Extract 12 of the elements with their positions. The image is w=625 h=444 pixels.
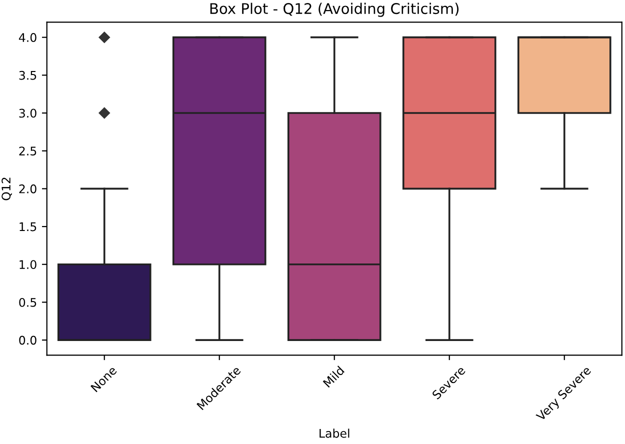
y-tick-label: 1.0 bbox=[20, 260, 36, 270]
y-tick-label: 1.5 bbox=[20, 222, 36, 232]
y-tick-label: 2.0 bbox=[19, 184, 36, 194]
y-tick-label: 0.0 bbox=[19, 336, 36, 345]
y-tick-label: 3.0 bbox=[19, 108, 36, 118]
y-tick-label: 2.5 bbox=[19, 146, 36, 156]
chart-title: Box Plot - Q12 (Avoiding Criticism) bbox=[210, 2, 459, 17]
y-tick-label: 0.5 bbox=[19, 298, 36, 307]
y-tick-label: 4.0 bbox=[18, 33, 36, 42]
x-axis-title: Label bbox=[320, 428, 350, 438]
y-tick-label: 3.5 bbox=[19, 70, 36, 80]
y-axis-title: Q12 bbox=[2, 178, 12, 200]
